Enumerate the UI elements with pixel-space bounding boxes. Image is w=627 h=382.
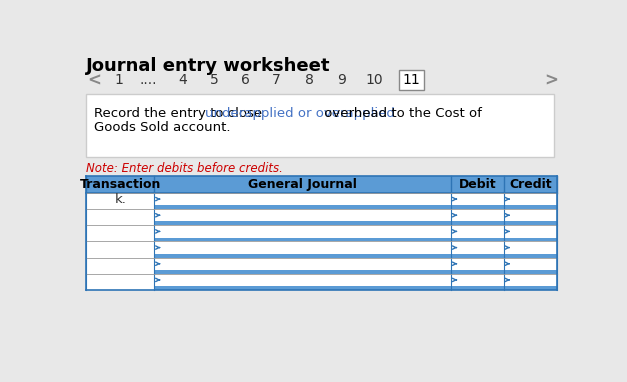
Bar	[86, 225, 557, 241]
Bar	[86, 257, 557, 274]
Bar	[154, 254, 557, 257]
Text: 6: 6	[241, 73, 250, 87]
Text: Record the entry to close: Record the entry to close	[94, 107, 266, 120]
Text: Goods Sold account.: Goods Sold account.	[94, 121, 230, 134]
Bar	[399, 71, 424, 91]
Text: 1: 1	[114, 73, 123, 87]
Text: Note: Enter debits before credits.: Note: Enter debits before credits.	[86, 162, 283, 175]
Bar	[154, 238, 557, 241]
Bar	[86, 209, 557, 225]
Text: 7: 7	[271, 73, 280, 87]
Text: k.: k.	[114, 193, 126, 206]
Text: 9: 9	[337, 73, 346, 87]
Text: underapplied or overapplied: underapplied or overapplied	[204, 107, 394, 120]
Bar	[154, 222, 557, 225]
Bar	[86, 176, 557, 193]
Bar	[86, 193, 557, 209]
Text: Credit: Credit	[509, 178, 552, 191]
Bar	[154, 286, 557, 290]
Bar	[86, 274, 557, 290]
Bar	[154, 270, 557, 274]
Text: 4: 4	[179, 73, 187, 87]
Text: 10: 10	[366, 73, 383, 87]
Text: General Journal: General Journal	[248, 178, 357, 191]
Bar	[154, 205, 557, 209]
Text: Debit: Debit	[459, 178, 497, 191]
Text: 8: 8	[305, 73, 314, 87]
Text: 11: 11	[403, 73, 421, 87]
Text: 5: 5	[209, 73, 218, 87]
Text: Transaction: Transaction	[80, 178, 161, 191]
Text: Journal entry worksheet: Journal entry worksheet	[86, 57, 330, 74]
Bar	[86, 94, 554, 157]
Text: ....: ....	[139, 73, 157, 87]
Bar	[86, 241, 557, 257]
Text: >: >	[544, 71, 558, 89]
Text: <: <	[87, 71, 101, 89]
Text: overhead to the Cost of: overhead to the Cost of	[320, 107, 482, 120]
